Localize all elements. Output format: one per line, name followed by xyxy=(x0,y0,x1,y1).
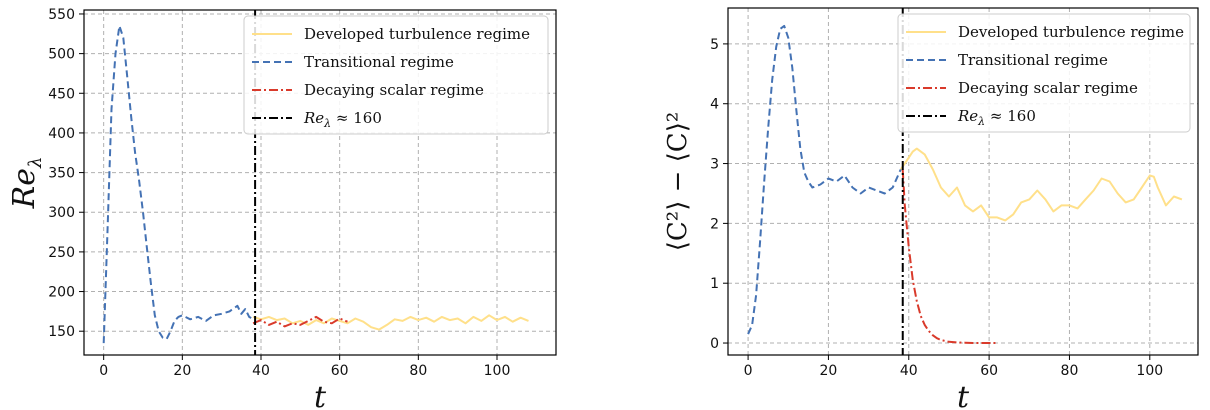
series-line-developed-turbulence-regime xyxy=(899,147,1183,222)
legend-entry: Developed turbulence regime xyxy=(958,23,1184,41)
plot-frame xyxy=(727,7,1199,356)
y-tick-label: 400 xyxy=(48,126,75,142)
legend-entry: Transitional regime xyxy=(304,53,454,71)
x-tick-label: 40 xyxy=(900,363,918,379)
legend-entry: Reλ ≈ 160 xyxy=(957,107,1036,128)
series-line-transitional-regime xyxy=(102,24,254,344)
series-line-transitional-regime xyxy=(747,24,902,335)
x-tick-label: 20 xyxy=(820,363,838,379)
y-tick-label: 550 xyxy=(48,7,75,23)
x-tick-label: 80 xyxy=(409,363,427,379)
x-tick-label: 40 xyxy=(252,363,270,379)
x-axis-label: t xyxy=(314,380,327,410)
x-tick-label: 100 xyxy=(1136,363,1163,379)
y-tick-label: 0 xyxy=(710,336,719,352)
plot-frame xyxy=(83,9,557,356)
series-line-decaying-scalar-regime xyxy=(252,315,348,328)
y-tick-label: 300 xyxy=(48,205,75,221)
y-tick-label: 250 xyxy=(48,245,75,261)
legend-box xyxy=(243,15,549,135)
x-tick-label: 0 xyxy=(744,363,753,379)
legend-entry: Reλ ≈ 160 xyxy=(303,109,382,130)
y-axis-label: ⟨C²⟩ − ⟨C⟩² xyxy=(663,112,693,252)
y-tick-label: 1 xyxy=(710,276,719,292)
legend-box xyxy=(897,13,1191,133)
x-tick-label: 60 xyxy=(331,363,349,379)
y-tick-label: 5 xyxy=(710,37,719,53)
y-tick-label: 500 xyxy=(48,47,75,63)
series-line-decaying-scalar-regime xyxy=(901,169,998,344)
y-tick-label: 350 xyxy=(48,166,75,182)
y-tick-label: 4 xyxy=(710,97,719,113)
right-panel-variance: 0 20 40 60 80 100 0 1 2 3 4 5 t ⟨C²⟩ − ⟨C⟩² Developed … xyxy=(663,7,1199,410)
y-tick-label: 450 xyxy=(48,86,75,102)
legend-entry: Developed turbulence regime xyxy=(304,25,530,43)
legend-entry: Decaying scalar regime xyxy=(958,79,1138,97)
y-tick-label: 3 xyxy=(710,157,719,173)
y-axis-label: Reλ xyxy=(7,157,46,210)
x-tick-label: 100 xyxy=(484,363,511,379)
x-tick-label: 60 xyxy=(980,363,998,379)
legend-entry: Transitional regime xyxy=(958,51,1108,69)
y-axis-label-subscript: λ xyxy=(25,157,46,169)
x-tick-label: 20 xyxy=(173,363,191,379)
y-tick-label: 150 xyxy=(48,324,75,340)
y-tick-label: 2 xyxy=(710,216,719,232)
y-tick-label: 200 xyxy=(48,285,75,301)
series-line-developed-turbulence-regime xyxy=(252,314,529,331)
left-panel-reynolds: 0 20 40 60 80 100 150 200 250 300 350 400 450 500 550 t… xyxy=(7,7,557,410)
x-axis-label: t xyxy=(957,380,970,410)
x-tick-label: 80 xyxy=(1061,363,1079,379)
x-tick-label: 0 xyxy=(99,363,108,379)
legend-entry: Decaying scalar regime xyxy=(304,81,484,99)
